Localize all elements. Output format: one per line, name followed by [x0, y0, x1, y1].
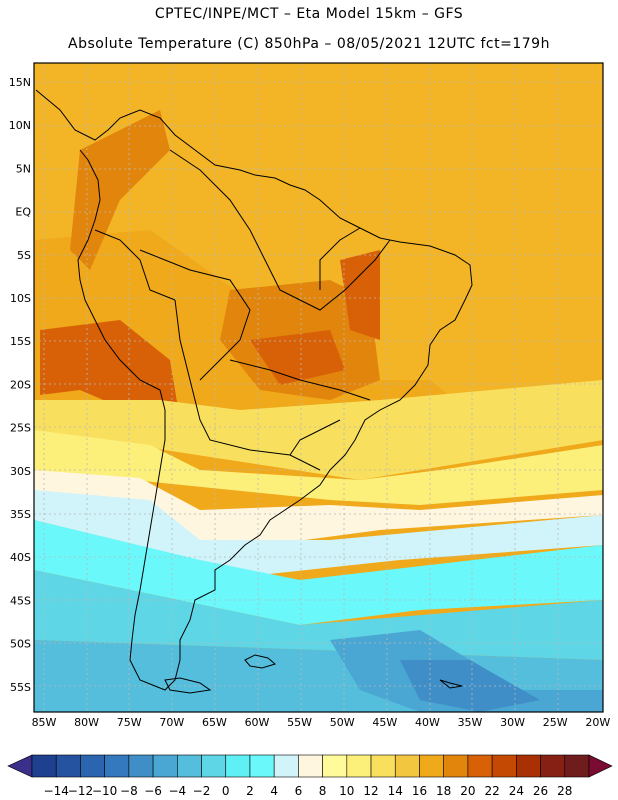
- lon-tick-label: 65W: [202, 716, 227, 729]
- colorbar-segment: [491, 754, 517, 778]
- colorbar-segment: [80, 754, 105, 778]
- colorbar-tick-label: 18: [436, 784, 451, 798]
- colorbar-tick-label: 20: [460, 784, 475, 798]
- colorbar-tick-label: 12: [363, 784, 378, 798]
- colorbar-tick-label: −6: [144, 784, 162, 798]
- colorbar-segment: [201, 754, 227, 778]
- colorbar-segment: [540, 754, 566, 778]
- colorbar-tick-label: 24: [509, 784, 524, 798]
- chart-title: CPTEC/INPE/MCT – Eta Model 15km – GFS: [154, 6, 464, 22]
- colorbar-over-arrow: [588, 754, 613, 778]
- colorbar-segment: [467, 754, 493, 778]
- lon-tick-label: 45W: [372, 716, 397, 729]
- colorbar-tick-label: −10: [92, 784, 117, 798]
- colorbar-tick-label: 22: [484, 784, 499, 798]
- colorbar-tick-label: 10: [339, 784, 354, 798]
- colorbar-tick-label: 26: [533, 784, 548, 798]
- lon-tick-label: 75W: [117, 716, 142, 729]
- lon-tick-label: 55W: [287, 716, 312, 729]
- colorbar-tick-label: 2: [246, 784, 254, 798]
- colorbar-tick-label: 8: [319, 784, 327, 798]
- colorbar-segment: [249, 754, 275, 778]
- colorbar-labels: −14−12−10 −8 −6 −4 −2 0 2 4 6 8 10 12 14 16 18 20 22 24 26…: [44, 784, 573, 798]
- lon-tick-label: 85W: [32, 716, 57, 729]
- colorbar-segment: [225, 754, 251, 778]
- coastlines: [35, 89, 473, 694]
- lat-tick-label: 40S: [10, 551, 31, 564]
- colorbar-segment: [564, 754, 590, 778]
- longitude-axis: 85W 80W 75W 70W 65W 60W 55W 50W 45W 40W 35W 30W 25W 2…: [32, 716, 611, 729]
- colorbar: [7, 754, 613, 778]
- lat-tick-label: 10N: [9, 119, 31, 132]
- lat-tick-label: 25S: [10, 422, 31, 435]
- lon-tick-label: 50W: [330, 716, 355, 729]
- colorbar-segment: [55, 754, 81, 778]
- temperature-field: [34, 63, 603, 712]
- colorbar-segment: [346, 754, 372, 778]
- colorbar-segment: [322, 754, 348, 778]
- colorbar-segment: [298, 754, 323, 778]
- lat-tick-label: 5S: [17, 249, 31, 262]
- lat-tick-label: 55S: [10, 681, 31, 694]
- lat-tick-label: 5N: [16, 162, 31, 175]
- lat-tick-label: 50S: [10, 638, 31, 651]
- colorbar-segment: [394, 754, 420, 778]
- latitude-axis: 15N 10N 5N EQ 5S 10S 15S 20S 25S 30S 35S 40S 45S 50S 5…: [9, 76, 32, 694]
- lat-tick-label: 35S: [10, 508, 31, 521]
- lon-tick-label: 25W: [543, 716, 568, 729]
- lat-tick-label: EQ: [15, 206, 31, 219]
- plot-frame: [33, 62, 604, 713]
- colorbar-segment: [370, 754, 396, 778]
- lon-tick-label: 60W: [245, 716, 270, 729]
- colorbar-segment: [177, 754, 202, 778]
- lat-tick-label: 15S: [10, 335, 31, 348]
- lat-tick-label: 45S: [10, 594, 31, 607]
- lon-tick-label: 20W: [585, 716, 610, 729]
- colorbar-tick-label: 6: [295, 784, 303, 798]
- colorbar-segment: [152, 754, 178, 778]
- colorbar-tick-label: −12: [68, 784, 93, 798]
- lon-tick-label: 70W: [159, 716, 184, 729]
- colorbar-under-arrow: [7, 754, 33, 778]
- colorbar-tick-label: −2: [193, 784, 211, 798]
- colorbar-segment: [128, 754, 154, 778]
- colorbar-segment: [31, 754, 57, 778]
- lat-tick-label: 10S: [10, 292, 31, 305]
- graticule: [34, 63, 603, 712]
- lat-tick-label: 30S: [10, 465, 31, 478]
- colorbar-tick-label: 16: [412, 784, 427, 798]
- lon-tick-label: 30W: [500, 716, 525, 729]
- lat-tick-label: 15N: [9, 76, 31, 89]
- colorbar-tick-label: 0: [222, 784, 230, 798]
- colorbar-tick-label: −14: [44, 784, 69, 798]
- chart-subtitle: Absolute Temperature (C) 850hPa – 08/05/…: [68, 36, 550, 52]
- colorbar-segment: [443, 754, 469, 778]
- lat-tick-label: 20S: [10, 378, 31, 391]
- colorbar-segment: [516, 754, 541, 778]
- colorbar-tick-label: 4: [270, 784, 278, 798]
- lon-tick-label: 40W: [415, 716, 440, 729]
- colorbar-tick-label: −4: [168, 784, 186, 798]
- colorbar-segment: [104, 754, 130, 778]
- colorbar-tick-label: 28: [557, 784, 572, 798]
- lon-tick-label: 80W: [74, 716, 99, 729]
- lon-tick-label: 35W: [458, 716, 483, 729]
- colorbar-tick-label: −8: [120, 784, 138, 798]
- colorbar-segment: [419, 754, 444, 778]
- colorbar-segment: [273, 754, 299, 778]
- colorbar-tick-label: 14: [388, 784, 403, 798]
